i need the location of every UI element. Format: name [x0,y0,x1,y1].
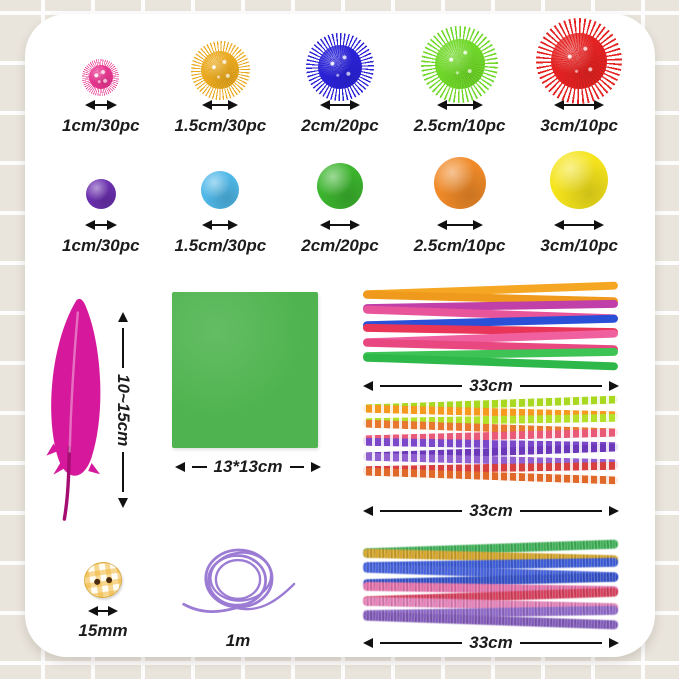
width-arrow-icon [319,220,360,231]
pom-size-label: 1.5cm/30pc [174,116,267,136]
glitter-pompom [421,25,499,103]
plain-pompom [316,163,363,210]
arrow-left-icon [175,462,185,473]
pom-item: 1cm/30pc [41,146,161,256]
feather-length-label: 10~15cm [114,373,133,447]
pom-item: 3cm/10pc [519,146,639,256]
glitter-pom-row: 1cm/30pc 1.5cm/30pc 2cm/20pc 2.5cm/10pc … [41,18,639,136]
bundle-length-measure: 33cm [363,633,620,653]
plain-pompom [433,157,486,210]
arrow-up-icon [118,312,128,322]
pom-size-label: 1.5cm/30pc [174,236,267,256]
cord-image [182,548,296,613]
bundle-length-label: 33cm [469,633,513,652]
gingham-button-image [81,559,125,601]
pom-size-label: 2cm/20pc [301,236,379,256]
width-arrow-icon [436,100,483,111]
glitter-pompom [306,33,374,102]
pipe-cleaner-bundle-glitter [360,539,620,630]
arrow-left-icon [363,638,373,649]
width-arrow-icon [554,100,605,111]
pipe-cleaner-bundle-smooth [360,281,620,372]
pom-size-label: 1cm/30pc [62,116,140,136]
plain-pompom [550,151,609,210]
paper-size-label: 13*13cm [213,457,283,476]
width-arrow-icon [88,606,118,616]
pom-size-label: 3cm/10pc [540,116,618,136]
arrow-left-icon [363,381,373,392]
pom-item: 1cm/30pc [41,26,161,136]
craft-paper [172,292,318,448]
bundle-length-measure: 33cm [363,376,620,396]
glitter-pompom [191,41,250,100]
feather-height-measure: 10~15cm [113,312,133,509]
glitter-pompom [82,58,120,96]
pom-item: 2.5cm/10pc [400,146,520,256]
bundle-length-measure: 33cm [363,501,620,521]
plain-pompom [85,179,116,210]
pom-item: 2.5cm/10pc [400,25,520,136]
button-item: 15mm [63,559,143,641]
cord-item: 1m [173,538,303,651]
pom-item: 1.5cm/30pc [161,26,281,136]
width-arrow-icon [554,220,605,231]
width-arrow-icon [84,220,117,231]
width-arrow-icon [202,100,239,111]
pom-size-label: 2.5cm/10pc [413,116,506,136]
product-card: 1cm/30pc 1.5cm/30pc 2cm/20pc 2.5cm/10pc … [25,14,655,657]
glitter-pompom [536,18,623,105]
pom-size-label: 3cm/10pc [540,236,618,256]
width-arrow-icon [84,100,117,111]
width-arrow-icon [436,220,483,231]
arrow-right-icon [311,462,322,473]
bundle-length-label: 33cm [469,501,513,520]
button-size-label: 15mm [78,621,128,640]
paper-size-measure: 13*13cm [175,457,322,477]
pom-item: 2cm/20pc [280,26,400,136]
feather [37,296,123,521]
plain-pompom [201,171,240,210]
bundle-length-label: 33cm [469,376,513,395]
pom-size-label: 2.5cm/10pc [413,236,506,256]
pom-item: 2cm/20pc [280,146,400,256]
feather-image [46,298,101,521]
width-arrow-icon [202,220,239,231]
pom-size-label: 2cm/20pc [301,116,379,136]
arrow-right-icon [609,506,620,517]
arrow-right-icon [609,638,620,649]
pom-item: 1.5cm/30pc [161,146,281,256]
cord-length-label: 1m [225,631,251,650]
arrow-down-icon [118,498,128,509]
arrow-right-icon [609,381,620,392]
pom-item: 3cm/10pc [519,18,639,136]
width-arrow-icon [319,100,360,111]
arrow-left-icon [363,506,373,517]
pipe-cleaner-bundle-striped [360,395,620,486]
plain-pom-row: 1cm/30pc 1.5cm/30pc 2cm/20pc 2.5cm/10pc … [41,146,639,256]
pom-size-label: 1cm/30pc [62,236,140,256]
